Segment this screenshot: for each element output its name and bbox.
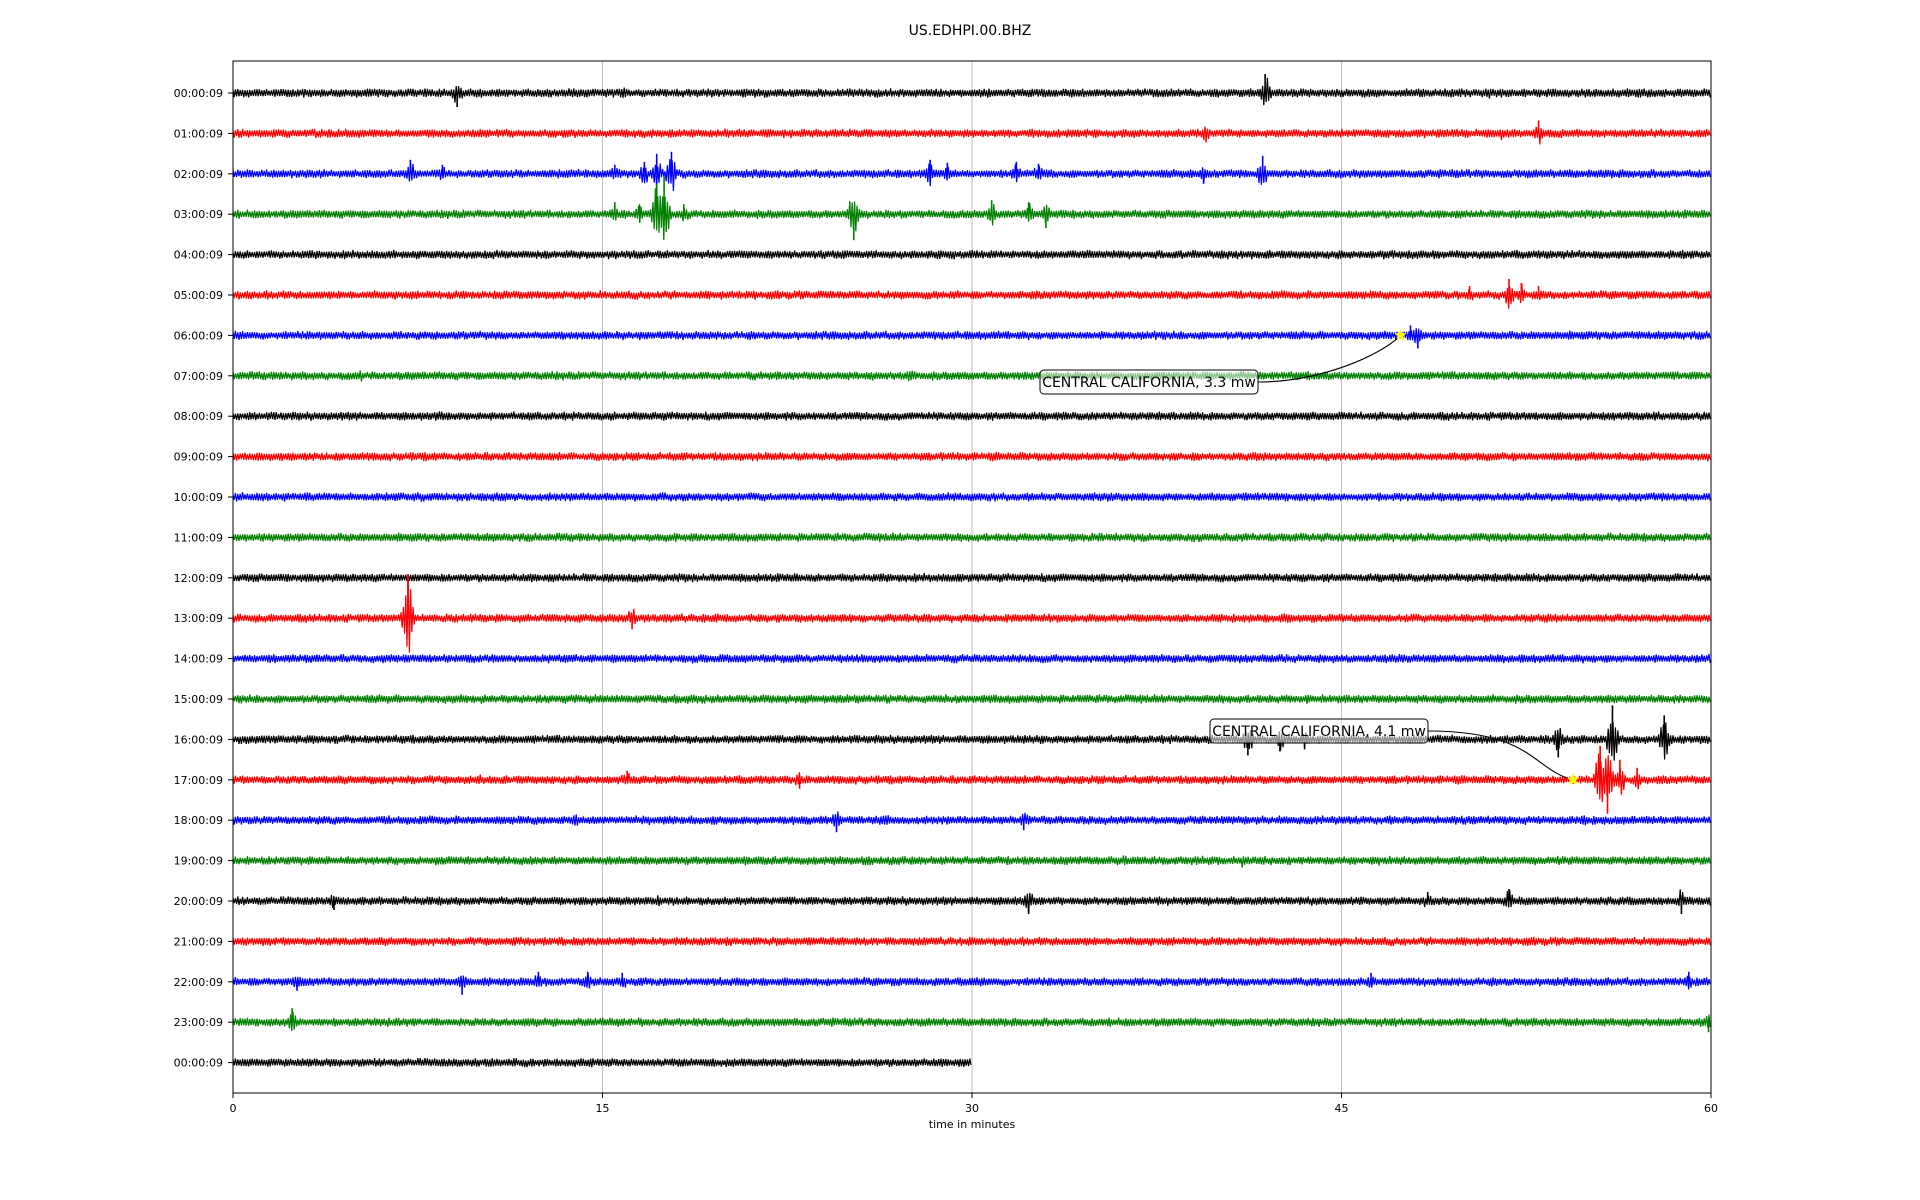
trace-line <box>232 753 1711 803</box>
trace-line <box>232 328 1711 344</box>
trace-line <box>232 1057 972 1068</box>
trace-line <box>232 1011 1711 1032</box>
x-tick-labels: 0 15 30 45 60 <box>230 1093 1718 1115</box>
y-tick-label: 14:00:09 <box>174 653 223 666</box>
event-annotation: CENTRAL CALIFORNIA, 4.1 mw <box>1209 718 1580 786</box>
trace-line <box>232 283 1711 309</box>
y-tick-label: 20:00:09 <box>174 895 223 908</box>
y-tick-label: 07:00:09 <box>174 370 223 383</box>
y-tick-label: 05:00:09 <box>174 289 223 302</box>
x-tick-label: 60 <box>1704 1102 1718 1115</box>
y-tick-label: 22:00:09 <box>174 976 223 989</box>
x-tick-label: 45 <box>1335 1102 1349 1115</box>
trace-line <box>232 576 1711 653</box>
trace-line <box>232 572 1711 583</box>
event-annotation: CENTRAL CALIFORNIA, 3.3 mw <box>1039 328 1407 395</box>
y-tick-label: 03:00:09 <box>174 208 223 221</box>
y-tick-label: 13:00:09 <box>174 612 223 625</box>
trace-line <box>232 811 1711 828</box>
y-tick-label: 12:00:09 <box>174 572 223 585</box>
y-tick-label: 23:00:09 <box>174 1016 223 1029</box>
event-star-marker <box>1566 773 1580 786</box>
y-tick-label: 04:00:09 <box>174 249 223 262</box>
trace-line <box>232 188 1711 241</box>
trace-line <box>232 411 1711 421</box>
traces <box>232 74 1711 1068</box>
y-tick-label: 15:00:09 <box>174 693 223 706</box>
x-tick-label: 0 <box>230 1102 237 1115</box>
trace-line <box>232 370 1711 382</box>
y-tick-label: 02:00:09 <box>174 168 223 181</box>
event-annotations: CENTRAL CALIFORNIA, 3.3 mw CENTRAL CALIFO… <box>1039 328 1580 786</box>
trace-line <box>232 159 1711 192</box>
annotation-connector <box>1257 335 1402 383</box>
y-tick-label: 21:00:09 <box>174 935 223 948</box>
y-tick-labels: 00:00:09 01:00:09 02:00:09 03:00:09 04:00:09… <box>174 87 233 1070</box>
trace-line <box>232 721 1711 761</box>
trace-line <box>232 451 1711 462</box>
annotation-text: CENTRAL CALIFORNIA, 3.3 mw <box>1042 375 1256 391</box>
trace-line <box>232 532 1711 543</box>
trace-line <box>232 653 1711 664</box>
y-tick-label: 00:00:09 <box>174 87 223 100</box>
y-tick-label: 08:00:09 <box>174 410 223 423</box>
trace-line <box>232 492 1711 502</box>
y-tick-label: 09:00:09 <box>174 451 223 464</box>
event-star-marker <box>1394 328 1407 341</box>
trace-line <box>232 936 1711 947</box>
trace-line <box>232 249 1711 260</box>
trace-line <box>232 77 1711 106</box>
x-axis-label: time in minutes <box>929 1118 1016 1131</box>
annotation-box <box>1209 718 1429 744</box>
annotation-text: CENTRAL CALIFORNIA, 4.1 mw <box>1212 724 1426 740</box>
annotation-connector <box>1427 730 1574 781</box>
y-tick-label: 11:00:09 <box>174 531 223 544</box>
chart-title: US.EDHPI.00.BHZ <box>909 23 1032 39</box>
y-tick-label: 16:00:09 <box>174 733 223 746</box>
y-tick-label: 01:00:09 <box>174 127 223 140</box>
annotation-box <box>1039 369 1259 395</box>
y-tick-label: 18:00:09 <box>174 814 223 827</box>
y-tick-label: 19:00:09 <box>174 855 223 868</box>
trace-line <box>232 125 1711 145</box>
x-tick-label: 30 <box>965 1102 979 1115</box>
y-tick-label: 06:00:09 <box>174 329 223 342</box>
trace-line <box>232 974 1711 990</box>
y-tick-label: 10:00:09 <box>174 491 223 504</box>
x-tick-label: 15 <box>596 1102 610 1115</box>
trace-line <box>232 889 1711 914</box>
trace-line <box>232 694 1711 704</box>
y-tick-label: 00:00:09 <box>174 1057 223 1070</box>
trace-line <box>232 855 1711 868</box>
y-tick-label: 17:00:09 <box>174 774 223 787</box>
